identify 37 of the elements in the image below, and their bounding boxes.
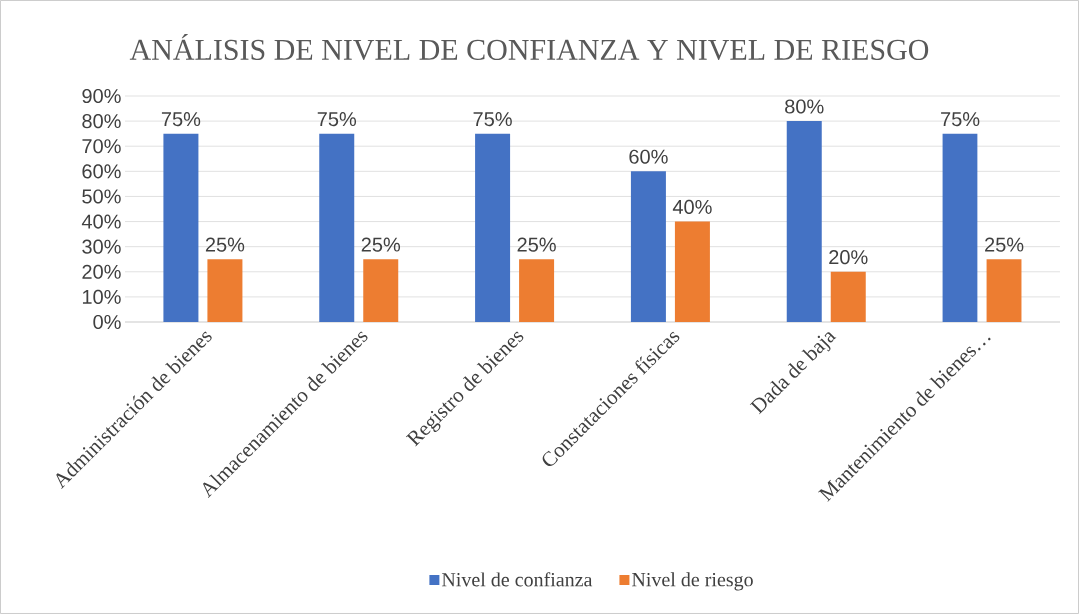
bar [319,133,355,322]
y-tick-label: 80% [82,114,121,129]
bar [519,259,555,322]
data-label: 25% [361,237,401,252]
data-label: 25% [985,237,1024,252]
bar [786,121,822,322]
bar [207,259,243,322]
bar [163,133,199,322]
legend-label: Nivel de confianza [441,572,593,587]
y-tick-label: 30% [82,239,121,254]
y-tick-label: 0% [93,314,121,330]
y-tick-label: 20% [82,264,121,279]
data-label: 75% [941,112,980,127]
bar [942,133,978,322]
y-tick-label: 90% [82,88,121,104]
data-label: 75% [161,112,201,127]
bar [475,133,511,322]
y-tick-label: 70% [82,139,121,154]
data-label: 60% [629,149,668,164]
y-tick-label: 60% [82,164,121,179]
y-tick-label: 10% [82,289,121,304]
y-tick-label: 40% [81,214,121,229]
data-label: 25% [205,237,245,252]
data-label: 20% [829,250,868,265]
bar [986,259,1022,322]
data-label: 25% [517,237,556,252]
bar [830,271,866,322]
y-tick-label: 50% [82,189,121,204]
data-label: 80% [785,99,824,114]
chart-title: ANÁLISIS DE NIVEL DE CONFIANZA Y NIVEL DE RIESGO [129,33,929,61]
bar [630,171,666,322]
data-label: 40% [672,199,712,215]
bar [674,221,710,322]
data-label: 75% [473,112,512,127]
legend-label: Nivel de riesgo [632,572,753,591]
bar [363,259,399,322]
data-label: 75% [317,112,357,127]
